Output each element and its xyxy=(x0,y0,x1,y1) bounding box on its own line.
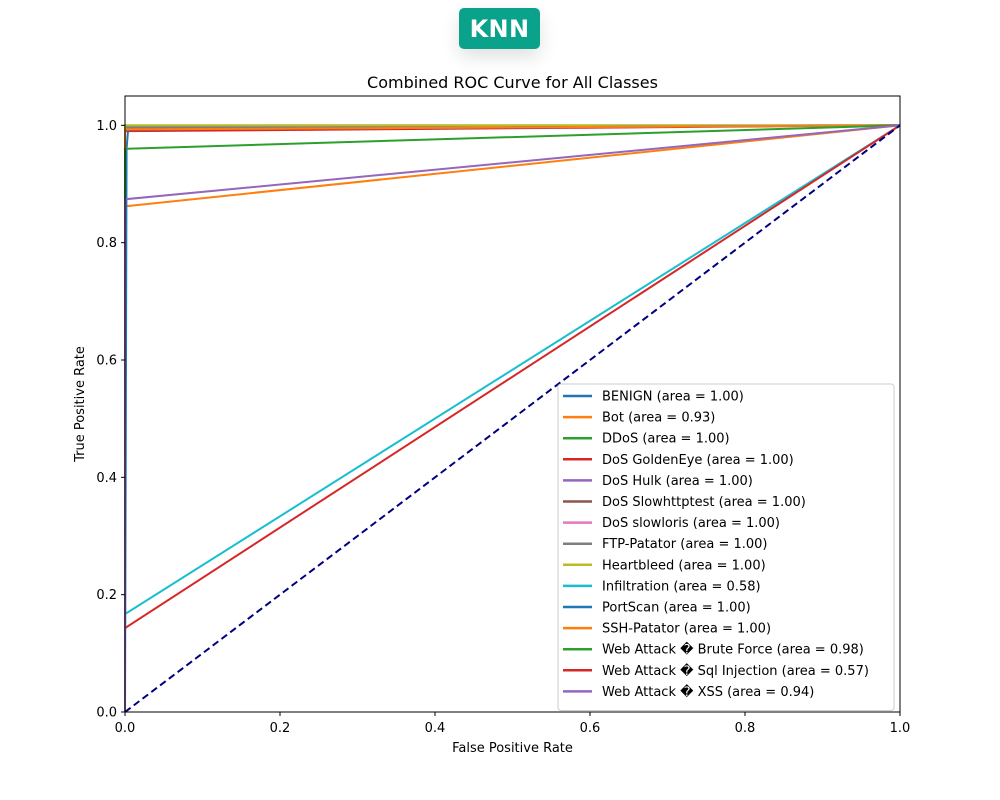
legend-label: DoS Hulk (area = 1.00) xyxy=(602,474,753,489)
model-badge: KNN xyxy=(459,8,540,49)
y-tick-label: 0.4 xyxy=(96,471,117,486)
x-tick-label: 0.4 xyxy=(425,721,446,736)
legend-label: BENIGN (area = 1.00) xyxy=(602,390,744,405)
legend: BENIGN (area = 1.00) Bot (area = 0.93) DDo… xyxy=(557,383,895,711)
legend-label: SSH-Patator (area = 1.00) xyxy=(602,622,771,637)
x-tick-label: 0.0 xyxy=(115,721,136,736)
legend-label: DoS Slowhttptest (area = 1.00) xyxy=(602,495,806,510)
y-tick-label: 0.8 xyxy=(96,236,117,251)
reference-diagonal-line xyxy=(124,124,901,713)
plot-frame xyxy=(124,95,901,713)
y-axis-label: True Positive Rate xyxy=(73,346,88,463)
legend-label: Heartbleed (area = 1.00) xyxy=(602,558,766,573)
legend-label: Infiltration (area = 0.58) xyxy=(602,579,761,594)
y-tick-label: 0.0 xyxy=(96,706,117,721)
legend-label: FTP-Patator (area = 1.00) xyxy=(602,537,767,552)
x-axis: 0.0 0.2 0.4 0.6 0.8 1.0 xyxy=(115,712,911,736)
legend-label: DDoS (area = 1.00) xyxy=(602,432,730,447)
legend-label: Web Attack � XSS (area = 0.94) xyxy=(602,683,814,700)
x-tick-label: 0.2 xyxy=(270,721,291,736)
legend-label: Web Attack � Brute Force (area = 0.98) xyxy=(602,641,864,658)
legend-label: Bot (area = 0.93) xyxy=(602,411,715,426)
y-axis: 0.0 0.2 0.4 0.6 0.8 1.0 xyxy=(96,119,125,721)
legend-label: DoS GoldenEye (area = 1.00) xyxy=(602,453,794,468)
x-tick-label: 1.0 xyxy=(890,721,911,736)
x-tick-label: 0.8 xyxy=(735,721,756,736)
y-tick-label: 0.2 xyxy=(96,588,117,603)
chart-title: Combined ROC Curve for All Classes xyxy=(367,73,658,92)
x-axis-label: False Positive Rate xyxy=(452,741,573,756)
legend-box xyxy=(557,383,895,711)
y-tick-label: 0.6 xyxy=(96,354,117,369)
legend-label: PortScan (area = 1.00) xyxy=(602,601,751,616)
legend-label: Web Attack � Sql Injection (area = 0.57) xyxy=(602,662,869,679)
legend-label: DoS slowloris (area = 1.00) xyxy=(602,516,780,531)
x-tick-label: 0.6 xyxy=(580,721,601,736)
y-tick-label: 1.0 xyxy=(96,119,117,134)
